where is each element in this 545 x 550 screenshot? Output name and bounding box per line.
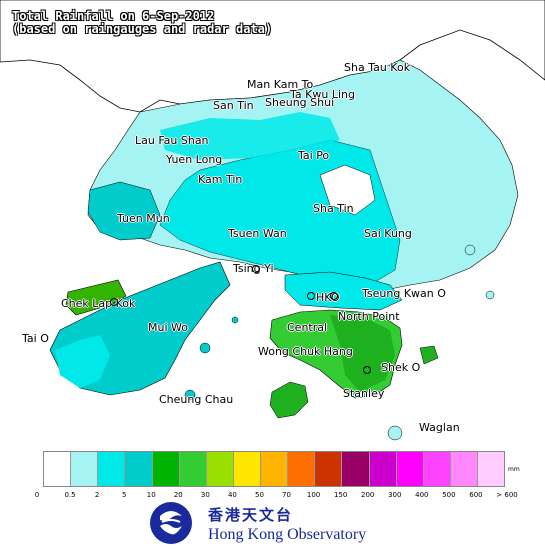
place-label-lau-fau-shan: Lau Fau Shan (135, 134, 209, 147)
place-label-kam-tin: Kam Tin (198, 173, 243, 186)
place-label-san-tin: San Tin (213, 99, 254, 112)
legend-tick-label: 500 (442, 491, 456, 499)
place-label-ta-kwu-ling: Ta Kwu Ling (290, 88, 355, 101)
legend-swatch (342, 452, 370, 486)
legend-swatch (478, 452, 505, 486)
place-label-tai-po: Tai Po (298, 149, 330, 162)
legend-tick-label: 10 (146, 491, 156, 499)
hko-logo: 香港天文台 Hong Kong Observatory (148, 500, 403, 548)
legend-swatch (423, 452, 451, 486)
legend-tick-label: 300 (388, 491, 402, 499)
legend-tick-label: 5 (121, 491, 127, 499)
place-label-yuen-long: Yuen Long (166, 153, 223, 166)
hko-emblem-icon (150, 502, 192, 544)
station-marker (110, 298, 118, 306)
legend-swatch (179, 452, 207, 486)
legend-tick-label: 0.5 (64, 491, 76, 499)
place-label-waglan: Waglan (419, 421, 460, 434)
place-label-tai-o: Tai O (22, 332, 49, 345)
legend-swatch (44, 452, 72, 486)
logo-chinese-text: 香港天文台 (208, 506, 294, 524)
legend-tick-label: 2 (94, 491, 100, 499)
legend-swatch (98, 452, 126, 486)
legend-tick-label: 70 (282, 491, 291, 499)
place-label-sha-tin: Sha Tin (313, 202, 354, 215)
place-label-sai-kung: Sai Kung (364, 227, 412, 240)
legend-tick-label: 600 (469, 491, 483, 499)
legend-tick-label: 200 (361, 491, 375, 499)
station-marker (307, 292, 315, 300)
map-subtitle: (based on raingauges and radar data) (12, 22, 273, 36)
legend-swatch (152, 452, 180, 486)
legend-tick-label: 30 (200, 491, 210, 499)
place-label-tseung-kwan-o: Tseung Kwan O (362, 287, 446, 300)
legend-swatch (71, 452, 99, 486)
place-label-man-kam-to: Man Kam To (247, 78, 314, 91)
station-marker (252, 265, 260, 273)
logo-english-text: Hong Kong Observatory (208, 526, 367, 543)
station-marker (330, 292, 338, 300)
legend-swatch (206, 452, 234, 486)
place-label-mui-wo: Mui Wo (148, 321, 188, 334)
place-label-north-point: North Point (338, 310, 400, 323)
place-label-sha-tau-kok: Sha Tau Kok (344, 61, 411, 74)
place-label-sheung-shui: Sheung Shui (265, 96, 335, 109)
legend-tick-label: 400 (415, 491, 429, 499)
legend-tick-label: 150 (333, 491, 348, 499)
legend-tick-label: 40 (227, 491, 237, 499)
legend-unit: mm (508, 466, 520, 473)
rainfall-legend (43, 451, 505, 487)
place-label-central: Central (287, 321, 328, 334)
legend-tick-label: 20 (173, 491, 183, 499)
legend-swatch (396, 452, 424, 486)
legend-swatch (233, 452, 261, 486)
legend-tick-label: > 600 (496, 491, 518, 499)
place-label-chek-lap-kok: Chek Lap Kok (61, 297, 136, 310)
place-label-wong-chuk-hang: Wong Chuk Hang (258, 345, 353, 358)
legend-swatch (288, 452, 316, 486)
station-marker (363, 366, 371, 374)
legend-tick-label: 0 (34, 491, 40, 499)
legend-swatch (315, 452, 343, 486)
legend-swatch (369, 452, 397, 486)
legend-swatch (125, 452, 153, 486)
place-label-tuen-mun: Tuen Mun (117, 212, 170, 225)
place-label-cheung-chau: Cheung Chau (159, 393, 234, 406)
place-label-tsuen-wan: Tsuen Wan (228, 227, 287, 240)
place-label-stanley: Stanley (343, 387, 385, 400)
place-label-shek-o: Shek O (381, 361, 421, 374)
map-title: Total Rainfall on 6-Sep-2012 (12, 9, 215, 23)
legend-tick-label: 100 (306, 491, 321, 499)
legend-tick-label: 50 (255, 491, 264, 499)
legend-swatch (450, 452, 478, 486)
legend-swatch (261, 452, 289, 486)
